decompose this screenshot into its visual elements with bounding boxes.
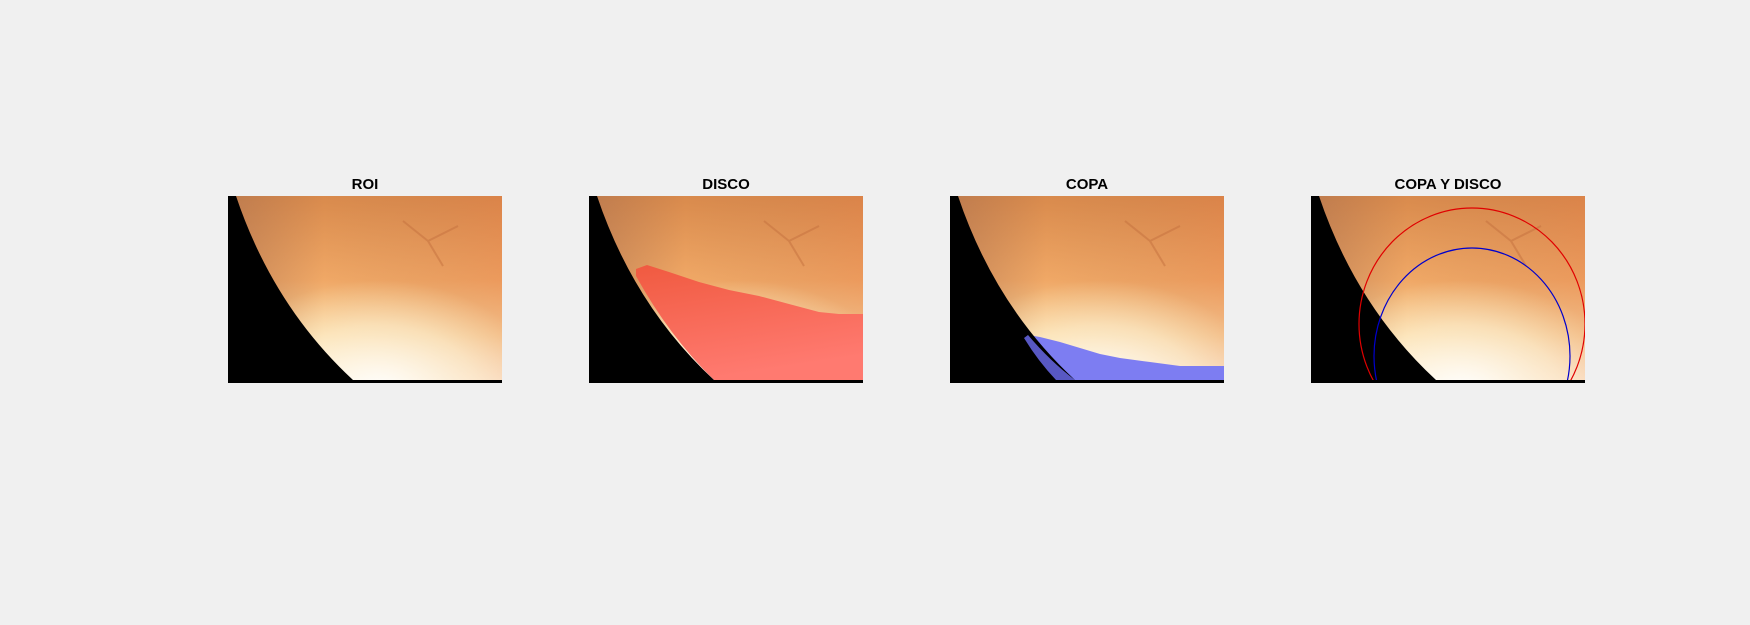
panel-copa: COPA [950,176,1224,383]
cup-segmentation-mask [1028,335,1224,380]
cup-contour [1373,247,1571,383]
black-mask-region [589,196,714,380]
panel-disco: DISCO [589,176,863,383]
vessel [763,220,820,267]
panel-title: COPA Y DISCO [1394,176,1502,193]
vessel [402,220,459,267]
panel-title: ROI [351,176,379,193]
cup-mask-overlap [1024,335,1075,380]
panel-copa-y-disco: COPA Y DISCO [1311,176,1585,383]
disc-image [589,196,863,383]
panel-title: COPA [1065,176,1109,193]
bottom-border [950,380,1224,383]
black-mask-region [228,196,353,380]
roi-image [228,196,502,383]
bottom-border [589,380,863,383]
panel-title: DISCO [702,176,750,193]
disc-segmentation-mask [636,265,863,380]
disc-contour [1358,207,1585,383]
panel-roi: ROI [228,176,502,383]
bottom-border [1311,380,1585,383]
cup-image [950,196,1224,383]
black-mask-region [950,196,1075,380]
vessel [1124,220,1181,267]
cup-and-disc-image [1311,196,1585,383]
bottom-border [228,380,502,383]
black-mask-region [1311,196,1436,380]
